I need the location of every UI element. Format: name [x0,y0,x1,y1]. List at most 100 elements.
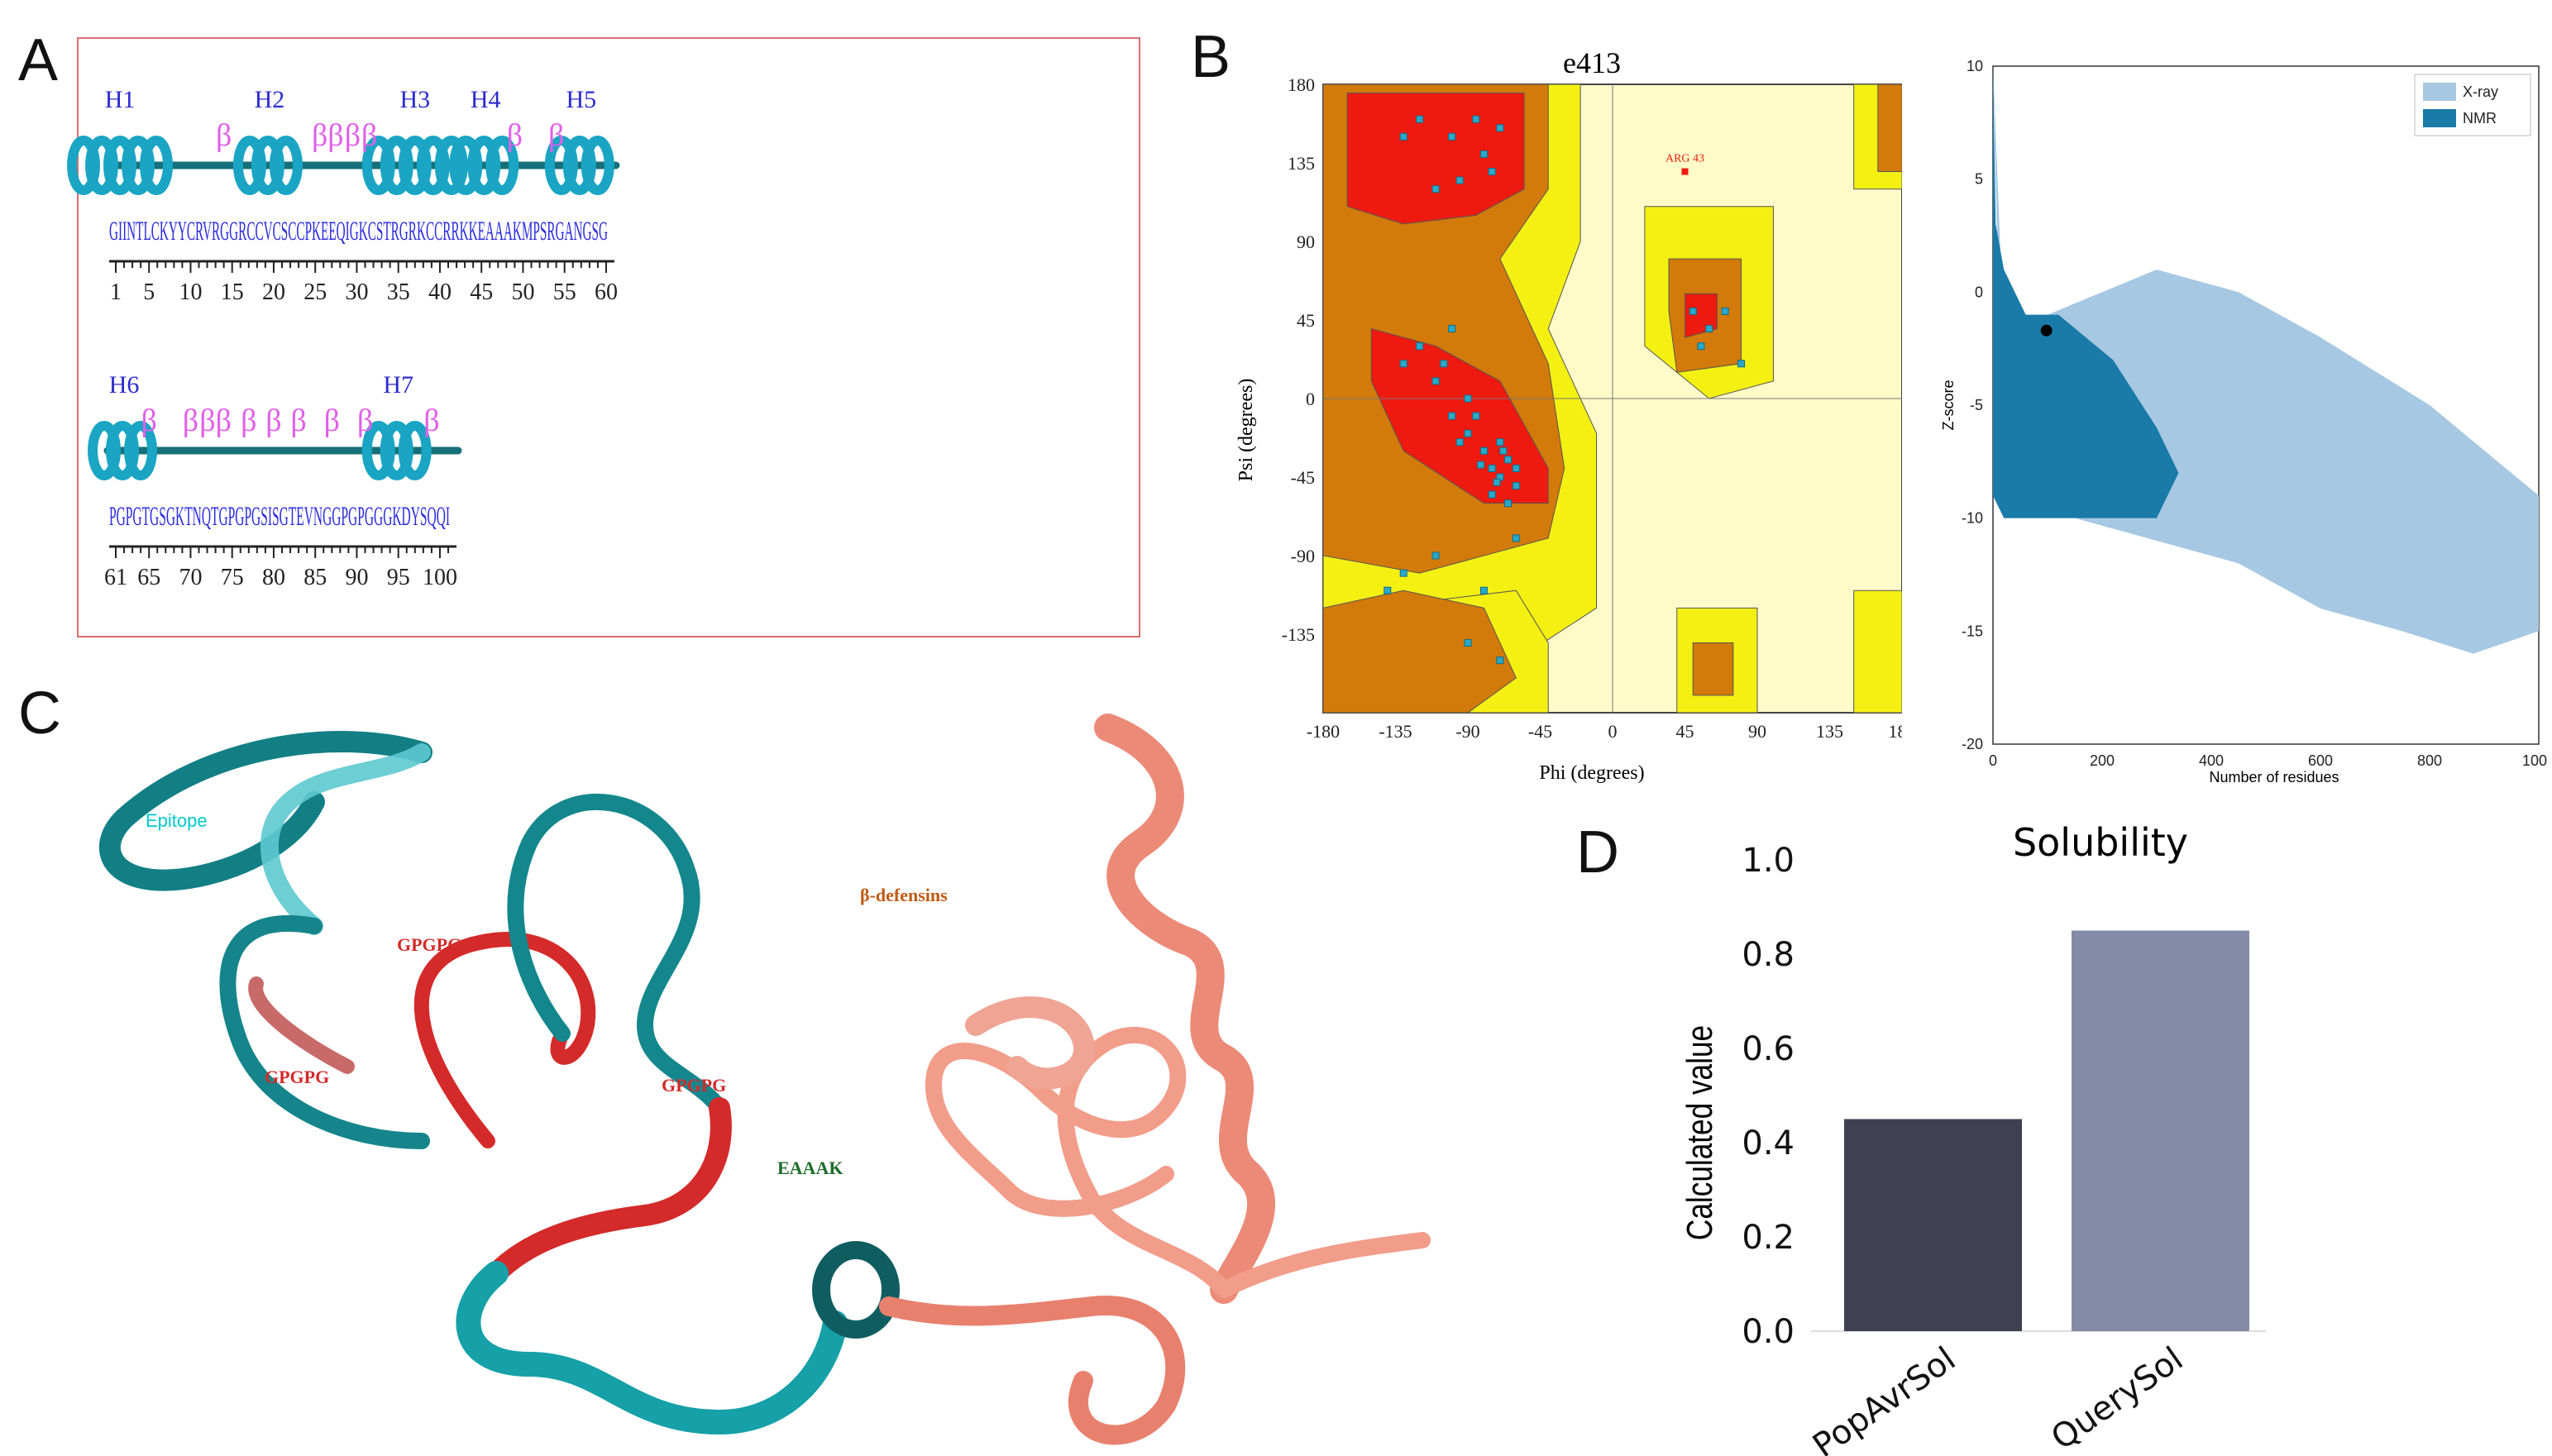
helix-h1-icon [67,136,174,195]
tick-label: 61 [104,565,127,590]
y-tick-label: 0.6 [1742,1030,1795,1068]
helix-h5-icon [544,136,614,195]
zscore-xlabel: Number of residues [2209,769,2339,785]
category-label: QuerySol [2044,1340,2190,1456]
residue-point [1488,464,1496,472]
residue-point [1448,325,1456,333]
residue-point [1472,115,1480,123]
helix-h7-icon [361,421,432,480]
rama-x-tick: -180 [1307,721,1340,742]
beta-strand-label: β [216,118,232,153]
zscore-x-tick: 0 [1989,752,1997,769]
rama-plot-area: ARG 43 -180 -135 -90 -45 0 45 90 135 180 180 135 90 4… [1282,74,1902,742]
beta-strand-label: β [290,403,306,438]
zscore-y-tick: -10 [1962,510,1983,527]
tick-label: 10 [179,279,202,305]
bar-popavrsol [1844,1119,2022,1331]
residue-point [1496,438,1504,446]
additional-region-bottom-right [1692,642,1734,696]
residue-point [1512,464,1520,472]
beta-strand-label: β [507,118,523,153]
beta-strand-label: β [423,403,439,438]
residue-point [1416,115,1424,123]
teal-helix-bottom [456,1261,848,1435]
bar-querysol [2072,930,2249,1331]
y-tick-label: 0.2 [1742,1219,1795,1257]
rama-y-tick: 45 [1297,310,1315,331]
legend-label: NMR [2463,110,2497,127]
residue-point [1472,412,1480,420]
tick-label: 75 [221,565,244,590]
defensin-loop [925,1027,1431,1298]
residue-point [1479,150,1488,158]
tick-label: 20 [262,279,285,305]
rama-y-tick: 135 [1288,153,1315,174]
solubility-plot-area: PopAvrSol QuerySol 0.0 0.2 0.4 0.6 0.8 1.0 [1742,842,2266,1456]
residue-point [1448,132,1456,141]
zscore-y-tick: -20 [1962,736,1983,752]
residue-point [1464,639,1472,647]
sequence-text: PGPGTGSGKTNQTGPGPGSISGTEVNGGPGPGGGKDYSQQ… [109,502,450,532]
residue-point [1399,132,1407,141]
epitope-label: Epitope [146,810,208,831]
zscore-x-tick: 1000 [2522,752,2547,769]
defensin-helix-small [965,996,1096,1090]
eaaak-helix [812,1241,900,1339]
y-tick-label: 0.0 [1742,1313,1795,1351]
residue-point [1479,586,1488,594]
tick-label: 1 [110,279,122,305]
tick-label: 55 [553,279,576,305]
rama-x-tick: -90 [1455,721,1479,742]
tick-label: 80 [262,565,285,590]
zscore-x-tick: 600 [2308,752,2333,769]
residue-point [1431,551,1440,560]
beta-strand-label: β [361,118,377,153]
legend-swatch [2423,83,2456,101]
zscore-y-tick: 10 [1967,58,1983,74]
residue-point [1496,656,1504,665]
teal-loop-top [507,793,728,1116]
residue-point [1464,394,1472,403]
core-region-beta [1346,93,1525,225]
beta-strand-label: β [357,403,373,438]
residue-point [1488,490,1496,499]
residue-point [1399,569,1407,577]
beta-strand-label: β [548,118,564,153]
rama-ylabel: Psi (degrees) [1235,379,1257,482]
allowed-region-corner [1853,590,1902,714]
rama-y-tick: 90 [1297,232,1315,252]
gpgpg-linker-3 [485,1097,732,1284]
helix-h3-icon [361,136,468,195]
beta-strand-label: β [141,403,157,438]
tick-label: 50 [511,279,534,305]
y-tick-label: 0.4 [1742,1124,1795,1162]
y-tick-label: 1.0 [1742,842,1795,880]
residue-point [1416,342,1424,351]
rama-y-tick: 0 [1306,389,1315,409]
zscore-plot-area: 0 200 400 600 800 1000 10 5 0 -5 -10 -15 -20 X-ray NMR [1962,58,2547,769]
residue-point [1399,360,1407,368]
panel-label-b: B [1191,24,1231,90]
zscore-plot: 0 200 400 600 800 1000 10 5 0 -5 -10 -15 -20 X-ray NMR… [1940,58,2547,785]
solubility-title: Solubility [2013,820,2188,865]
helix-label: H7 [383,371,413,399]
residue-point [1455,438,1464,446]
residue-point [1737,360,1746,368]
residue-point [1689,307,1697,315]
zscore-y-tick: 5 [1975,171,1983,188]
tick-label: 15 [221,279,244,305]
tick-label: 40 [428,279,452,305]
zscore-x-tick: 200 [2090,752,2115,769]
tick-label: 5 [143,279,155,305]
defensin-connector [879,1296,1186,1445]
helix-label: H5 [566,86,596,113]
zscore-x-tick: 400 [2199,752,2224,769]
residue-point [1512,482,1520,490]
rama-x-tick: 45 [1676,721,1694,742]
zscore-ylabel: Z-score [1940,380,1957,430]
rama-y-tick: -45 [1291,467,1315,488]
residue-point [1448,412,1456,420]
tick-label: 45 [470,279,493,305]
additional-region-bottom [1322,590,1517,714]
residue-point [1496,124,1504,132]
